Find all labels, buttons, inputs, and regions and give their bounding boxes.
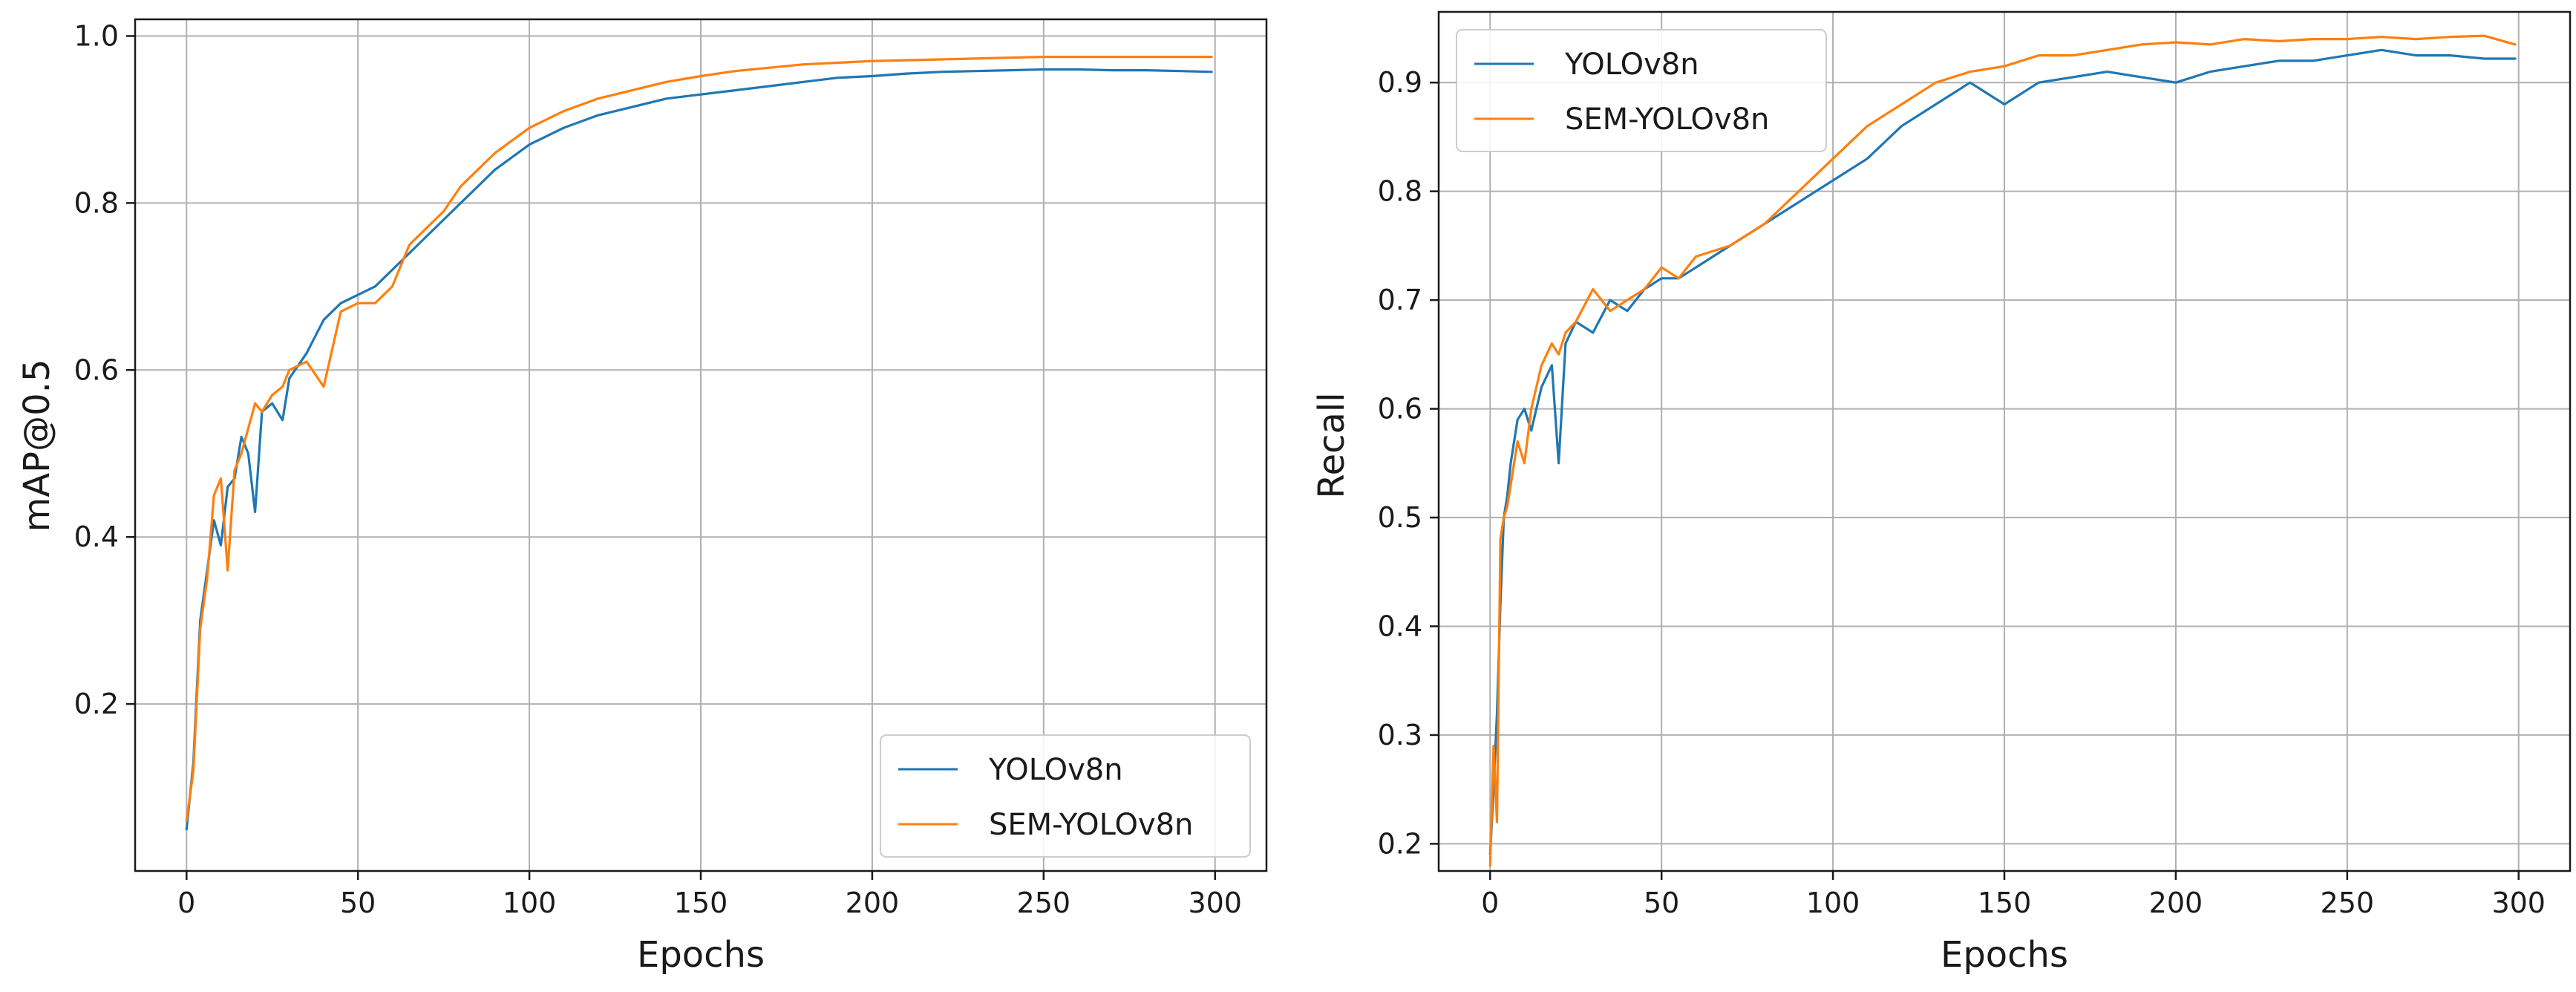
chart-recall: 0 50 100 150 200 250 300 0.2 0.3 0.4 0.5 0.6 0.7 0.8 0… xyxy=(1311,10,2572,976)
x-tick-label: 0 xyxy=(1481,887,1499,919)
legend-label-sem-yolov8n: SEM-YOLOv8n xyxy=(989,808,1193,842)
y-tick-label: 1.0 xyxy=(74,19,119,52)
legend-label-sem-yolov8n-recall: SEM-YOLOv8n xyxy=(1565,102,1769,137)
legend-box-map50 xyxy=(880,734,1251,858)
series-map50 xyxy=(185,55,1213,831)
x-tick-label: 250 xyxy=(1017,887,1071,919)
x-tick-label: 200 xyxy=(846,887,900,919)
y-tick-label: 0.4 xyxy=(1378,610,1422,642)
grid-map50 xyxy=(135,19,1266,871)
x-tick-label: 200 xyxy=(2149,887,2203,919)
y-tick-label: 0.9 xyxy=(1378,66,1422,99)
x-tick-label: 100 xyxy=(1806,887,1860,919)
legend-recall: YOLOv8n SEM-YOLOv8n xyxy=(1456,29,1827,152)
legend-map50: YOLOv8n SEM-YOLOv8n xyxy=(880,734,1251,858)
y-tick-label: 0.6 xyxy=(74,353,119,386)
ticks-map50: 0 50 100 150 200 250 300 0.2 0.4 0.6 0.8 1.0 xyxy=(74,19,1242,919)
series-line-sem-yolov8n xyxy=(1488,34,2517,867)
x-tick-label: 150 xyxy=(674,887,728,919)
legend-box-recall xyxy=(1456,29,1827,152)
x-axis-title-recall: Epochs xyxy=(1941,934,2068,976)
x-tick-label: 300 xyxy=(1188,887,1242,919)
series-recall xyxy=(1488,34,2517,867)
y-tick-label: 0.2 xyxy=(74,688,119,720)
y-tick-label: 0.8 xyxy=(74,186,119,219)
y-tick-label: 0.2 xyxy=(1378,827,1422,860)
y-tick-label: 0.4 xyxy=(74,521,119,553)
chart-map50: 0 50 100 150 200 250 300 0.2 0.4 0.6 0.8 1.0 Epochs… xyxy=(16,18,1268,976)
series-line-sem-yolov8n xyxy=(185,55,1213,823)
x-tick-label: 300 xyxy=(2491,887,2546,919)
y-tick-label: 0.8 xyxy=(1378,175,1422,208)
y-tick-label: 0.5 xyxy=(1378,501,1422,534)
x-tick-label: 250 xyxy=(2321,887,2375,919)
x-tick-label: 50 xyxy=(340,887,376,919)
legend-label-yolov8n: YOLOv8n xyxy=(988,753,1123,787)
x-tick-label: 100 xyxy=(503,887,557,919)
y-axis-title-map50: mAP@0.5 xyxy=(16,359,58,532)
y-tick-label: 0.6 xyxy=(1378,393,1422,425)
legend-label-yolov8n-recall: YOLOv8n xyxy=(1564,48,1699,82)
x-tick-label: 50 xyxy=(1644,887,1679,919)
x-tick-label: 150 xyxy=(1978,887,2032,919)
y-tick-label: 0.3 xyxy=(1378,719,1422,751)
x-tick-label: 0 xyxy=(177,887,195,919)
ticks-recall: 0 50 100 150 200 250 300 0.2 0.3 0.4 0.5 0.6 0.7 0.8 0… xyxy=(1378,66,2546,919)
y-axis-title-recall: Recall xyxy=(1311,392,1353,498)
y-tick-label: 0.7 xyxy=(1378,284,1422,316)
series-line-yolov8n xyxy=(185,68,1213,831)
x-axis-title-map50: Epochs xyxy=(637,934,765,976)
